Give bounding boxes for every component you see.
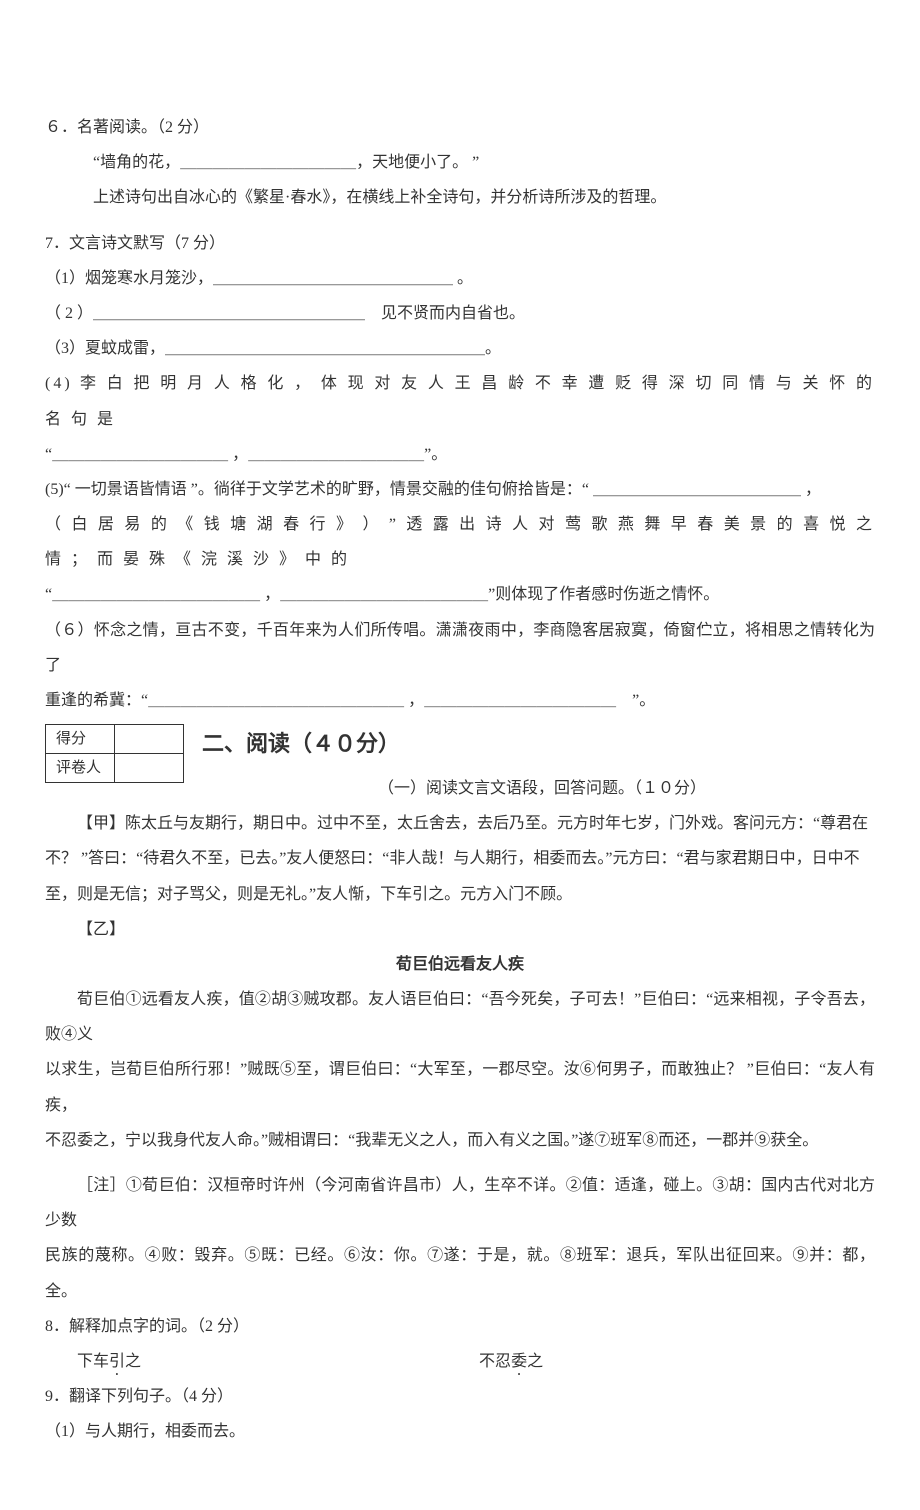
q7-5c: “＿＿＿＿＿＿＿＿＿＿＿＿＿ ，＿＿＿＿＿＿＿＿＿＿＿＿＿”则体现了作者感时伤逝… bbox=[45, 577, 875, 612]
q9-1: （1）与人期行，相委而去。 bbox=[45, 1414, 875, 1449]
q7-1: （1）烟笼寒水月笼沙，＿＿＿＿＿＿＿＿＿＿＿＿＿＿＿ 。 bbox=[45, 261, 875, 296]
jia-p3: 至，则是无信；对子骂父，则是无礼。”友人惭，下车引之。元方入门不顾。 bbox=[45, 877, 875, 912]
q6-line2: 上述诗句出自冰心的《繁星·春水》，在横线上补全诗句，并分析诗所涉及的哲理。 bbox=[45, 180, 875, 215]
notes-p1: ［注］①荀巨伯：汉桓帝时许州（今河南省许昌市）人，生卒不详。②值：适逢，碰上。③… bbox=[45, 1168, 875, 1238]
q8-a-after: 之 bbox=[125, 1353, 141, 1370]
q8-b-dot: 委 bbox=[511, 1353, 527, 1370]
q7-3: （3）夏蚊成雷，＿＿＿＿＿＿＿＿＿＿＿＿＿＿＿＿＿＿＿＿。 bbox=[45, 331, 875, 366]
q7-title: 7．文言诗文默写（7 分） bbox=[45, 226, 875, 261]
q8-title: 8．解释加点字的词。（2 分） bbox=[45, 1309, 875, 1344]
q7-6-blank[interactable]: 重逢的希冀：“＿＿＿＿＿＿＿＿＿＿＿＿＿＿＿＿ ，＿＿＿＿＿＿＿＿＿＿＿＿ ”。 bbox=[45, 692, 655, 709]
q7-4b: “＿＿＿＿＿＿＿＿＿＿＿ ，＿＿＿＿＿＿＿＿＿＿＿”。 bbox=[45, 437, 875, 472]
q7-2-blank[interactable]: （ 2 ）＿＿＿＿＿＿＿＿＿＿＿＿＿＿＿＿＿ 见不贤而内自省也。 bbox=[45, 305, 525, 322]
grader-label: 评卷人 bbox=[46, 754, 115, 783]
q7-1-blank[interactable]: ＿＿＿＿＿＿＿＿＿＿＿＿＿＿＿ bbox=[213, 270, 453, 287]
section-2-title: 二、阅读（４０分） bbox=[202, 718, 400, 771]
q7-3-blank[interactable]: ＿＿＿＿＿＿＿＿＿＿＿＿＿＿＿＿＿＿＿＿ bbox=[165, 340, 485, 357]
jia-p1-text: 陈太丘与友期行，期日中。过中不至，太丘舍去，去后乃至。元方时年七岁，门外戏。客问… bbox=[125, 815, 868, 832]
q6-line1a: “墙角的花， bbox=[93, 154, 180, 171]
q6-line1b: ，天地便小了。 ” bbox=[356, 154, 479, 171]
q8-a-pre: 下车 bbox=[77, 1353, 109, 1370]
q7-5a: (5)“ 一切景语皆情语 ”。徜徉于文学艺术的旷野，情景交融的佳句俯拾皆是：“ … bbox=[45, 472, 875, 507]
yi-label: 【乙】 bbox=[77, 921, 125, 938]
q6-line1: “墙角的花，＿＿＿＿＿＿＿＿＿＿＿，天地便小了。 ” bbox=[45, 145, 875, 180]
q8-b-pre: 不忍 bbox=[479, 1353, 511, 1370]
section-2-header: 得分 评卷人 二、阅读（４０分） （一）阅读文言文语段，回答问题。（１０分） bbox=[45, 718, 875, 806]
q7-3a: （3）夏蚊成雷， bbox=[45, 340, 165, 357]
score-label: 得分 bbox=[46, 725, 115, 754]
q7-4a: (4) 李 白 把 明 月 人 格 化 ， 体 现 对 友 人 王 昌 龄 不 … bbox=[45, 366, 875, 436]
q7-5b: （ 白 居 易 的 《 钱 塘 湖 春 行 》 ） ” 透 露 出 诗 人 对 … bbox=[45, 507, 875, 577]
yi-p1: 荀巨伯①远看友人疾，值②胡③贼攻郡。友人语巨伯曰：“吾今死矣，子可去！”巨伯曰：… bbox=[45, 982, 875, 1052]
jia-p2: 不？ ”答曰：“待君久不至，已去。”友人便怒曰：“非人哉！与人期行，相委而去。”… bbox=[45, 841, 875, 876]
q7-6a: （６）怀念之情，亘古不变，千百年来为人们所传唱。潇潇夜雨中，李商隐客居寂寞，倚窗… bbox=[45, 613, 875, 683]
q7-5c-blank[interactable]: “＿＿＿＿＿＿＿＿＿＿＿＿＿ ，＿＿＿＿＿＿＿＿＿＿＿＿＿”则体现了作者感时伤逝… bbox=[45, 586, 719, 603]
jia-label: 【甲】 bbox=[77, 815, 125, 832]
q8-items: 下车引之 不忍委之 bbox=[45, 1344, 875, 1379]
notes-p2: 民族的蔑称。④败：毁弃。⑤既：已经。⑥汝：你。⑦遂：于是，就。⑧班军：退兵，军队… bbox=[45, 1238, 875, 1308]
q7-5a-text: (5)“ 一切景语皆情语 ”。徜徉于文学艺术的旷野，情景交融的佳句俯拾皆是：“ … bbox=[45, 481, 821, 498]
q7-1a: （1）烟笼寒水月笼沙， bbox=[45, 270, 213, 287]
jia-p1: 【甲】陈太丘与友期行，期日中。过中不至，太丘舍去，去后乃至。元方时年七岁，门外戏… bbox=[45, 806, 875, 841]
q7-3b: 。 bbox=[485, 340, 501, 357]
yi-p2: 以求生，岂荀巨伯所行邪！”贼既⑤至，谓巨伯曰：“大军至，一郡尽空。汝⑥何男子，而… bbox=[45, 1052, 875, 1122]
q7-4-blank[interactable]: “＿＿＿＿＿＿＿＿＿＿＿ ，＿＿＿＿＿＿＿＿＿＿＿”。 bbox=[45, 446, 447, 463]
yi-title: 荀巨伯远看友人疾 bbox=[45, 947, 875, 982]
q7-1b: 。 bbox=[453, 270, 473, 287]
grader-cell[interactable] bbox=[115, 754, 184, 783]
score-cell[interactable] bbox=[115, 725, 184, 754]
q6-title: ６．名著阅读。（2 分） bbox=[45, 110, 875, 145]
q8-b-after: 之 bbox=[527, 1353, 543, 1370]
score-table: 得分 评卷人 bbox=[45, 724, 184, 783]
q7-2: （ 2 ）＿＿＿＿＿＿＿＿＿＿＿＿＿＿＿＿＿ 见不贤而内自省也。 bbox=[45, 296, 875, 331]
q7-6b: 重逢的希冀：“＿＿＿＿＿＿＿＿＿＿＿＿＿＿＿＿ ，＿＿＿＿＿＿＿＿＿＿＿＿ ”。 bbox=[45, 683, 875, 718]
q8-a-dot: 引 bbox=[109, 1353, 125, 1370]
q6-blank[interactable]: ＿＿＿＿＿＿＿＿＿＿＿ bbox=[180, 154, 356, 171]
q9-title: 9．翻译下列句子。（4 分） bbox=[45, 1379, 875, 1414]
yi-label-line: 【乙】 bbox=[45, 912, 875, 947]
yi-p3: 不忍委之，宁以我身代友人命。”贼相谓曰：“我辈无义之人，而入有义之国。”遂⑦班军… bbox=[45, 1123, 875, 1158]
